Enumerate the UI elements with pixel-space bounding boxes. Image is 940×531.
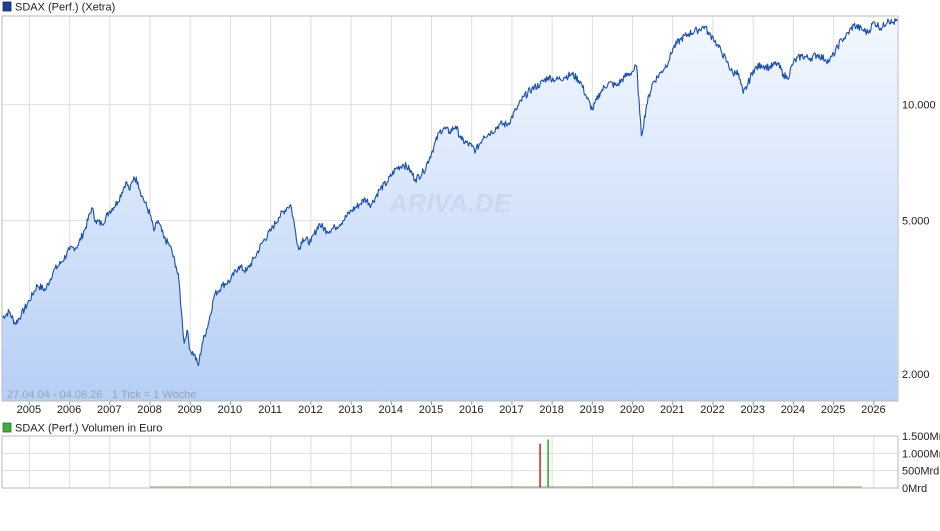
volume-plot-frame [1, 435, 899, 489]
x-tick-label: 2019 [580, 404, 604, 416]
volume-tick-label: 500Mrd [902, 466, 939, 478]
legend-label-volume: SDAX (Perf.) Volumen in Euro [15, 423, 162, 435]
x-tick-label: 2016 [459, 404, 483, 416]
y-tick-label: 2.000 [902, 369, 930, 381]
x-tick-label: 2011 [258, 404, 282, 416]
range-annotation: 27.04.04 - 04.08.26 [7, 389, 102, 401]
x-tick-label: 2010 [218, 404, 242, 416]
volume-tick-label: 1.500Mrd [902, 431, 940, 443]
legend-swatch-volume [2, 422, 12, 433]
x-tick-label: 2008 [137, 404, 161, 416]
x-tick-label: 2005 [17, 404, 41, 416]
x-tick-label: 2022 [700, 404, 724, 416]
x-tick-label: 2012 [298, 404, 322, 416]
y-tick-label: 10.000 [902, 100, 936, 112]
x-tick-label: 2025 [821, 404, 845, 416]
x-tick-label: 2013 [338, 404, 362, 416]
volume-bar [539, 443, 541, 488]
x-tick-label: 2026 [861, 404, 885, 416]
main-plot-frame [1, 15, 899, 402]
y-tick-label: 5.000 [902, 216, 930, 228]
x-tick-label: 2014 [379, 404, 403, 416]
x-tick-label: 2017 [499, 404, 523, 416]
x-tick-label: 2006 [57, 404, 81, 416]
x-tick-label: 2015 [419, 404, 443, 416]
volume-tick-label: 0Mrd [902, 483, 927, 495]
x-tick-label: 2020 [620, 404, 644, 416]
x-tick-label: 2024 [781, 404, 805, 416]
watermark-text: ARIVA.DE [388, 188, 512, 218]
series-line [1, 18, 898, 367]
x-tick-label: 2007 [97, 404, 121, 416]
x-tick-label: 2021 [660, 404, 684, 416]
legend-label-main: SDAX (Perf.) (Xetra) [15, 2, 115, 14]
x-tick-label: 2018 [539, 404, 563, 416]
x-tick-label: 2009 [177, 404, 201, 416]
tick-annotation: 1 Tick = 1 Woche [112, 389, 196, 401]
legend-swatch-main [2, 1, 12, 12]
series-area-fill [2, 18, 898, 401]
volume-bar [547, 439, 549, 488]
volume-tick-label: 1.000Mrd [902, 448, 940, 460]
x-tick-label: 2023 [740, 404, 764, 416]
